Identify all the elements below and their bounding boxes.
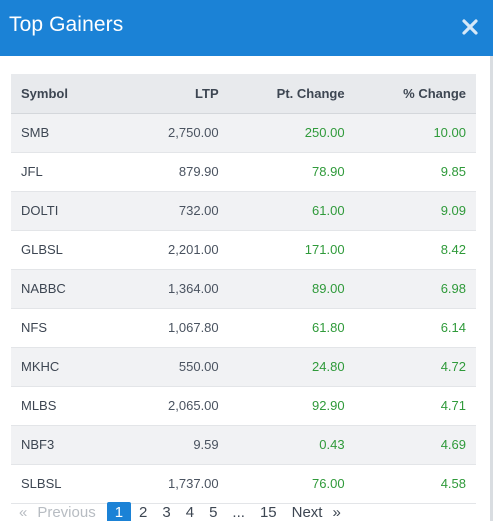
cell-pct-change: 8.42: [354, 230, 476, 270]
table-row[interactable]: NABBC 1,364.00 89.00 6.98: [11, 269, 476, 309]
previous-page-button[interactable]: « Previous: [11, 502, 106, 521]
cell-symbol[interactable]: NFS: [11, 308, 108, 348]
modal-right-edge: [490, 56, 493, 521]
cell-symbol[interactable]: SLBSL: [11, 464, 108, 504]
cell-pct-change: 4.72: [354, 347, 476, 387]
cell-ltp: 2,065.00: [107, 386, 229, 426]
close-icon[interactable]: [460, 17, 480, 37]
page-1-button[interactable]: 1: [106, 502, 132, 521]
modal-title: Top Gainers: [9, 13, 124, 36]
cell-ltp: 550.00: [107, 347, 229, 387]
cell-ltp: 879.90: [107, 152, 229, 192]
pagination: « Previous 1 2 3 4 5... 15 Next »: [11, 502, 349, 521]
cell-pt-change: 24.80: [228, 347, 355, 387]
modal-header: Top Gainers: [0, 0, 493, 56]
page-links: 1 2 3 4 5... 15: [106, 502, 285, 521]
cell-pt-change: 0.43: [228, 425, 355, 465]
cell-symbol[interactable]: JFL: [11, 152, 108, 192]
gainers-table-container: Symbol LTP Pt. Change % Change SMB 2,750.…: [11, 74, 476, 504]
cell-pct-change: 6.14: [354, 308, 476, 348]
cell-pct-change: 9.85: [354, 152, 476, 192]
cell-pt-change: 250.00: [228, 113, 355, 153]
cell-symbol[interactable]: SMB: [11, 113, 108, 153]
cell-symbol[interactable]: DOLTI: [11, 191, 108, 231]
cell-pct-change: 9.09: [354, 191, 476, 231]
cell-ltp: 1,364.00: [107, 269, 229, 309]
cell-ltp: 9.59: [107, 425, 229, 465]
cell-pt-change: 61.80: [228, 308, 355, 348]
next-page-button[interactable]: Next »: [285, 502, 348, 521]
table-header-row: Symbol LTP Pt. Change % Change: [11, 74, 476, 114]
table-row[interactable]: SLBSL 1,737.00 76.00 4.58: [11, 464, 476, 504]
cell-ltp: 1,737.00: [107, 464, 229, 504]
page-4-button[interactable]: 4: [185, 504, 195, 521]
header-symbol[interactable]: Symbol: [11, 74, 108, 114]
cell-pct-change: 4.71: [354, 386, 476, 426]
cell-pct-change: 4.58: [354, 464, 476, 504]
cell-symbol[interactable]: NBF3: [11, 425, 108, 465]
cell-pt-change: 61.00: [228, 191, 355, 231]
cell-pt-change: 78.90: [228, 152, 355, 192]
next-label: Next: [291, 504, 323, 521]
cell-pt-change: 171.00: [228, 230, 355, 270]
table-row[interactable]: MKHC 550.00 24.80 4.72: [11, 347, 476, 387]
page-5-button[interactable]: 5: [209, 504, 218, 521]
page-3-button[interactable]: 3: [162, 504, 171, 521]
table-row[interactable]: NBF3 9.59 0.43 4.69: [11, 425, 476, 465]
table-row[interactable]: SMB 2,750.00 250.00 10.00: [11, 113, 476, 153]
page-2-button[interactable]: 2: [139, 504, 148, 521]
cell-pct-change: 6.98: [354, 269, 476, 309]
header-ltp[interactable]: LTP: [107, 74, 229, 114]
cell-pt-change: 89.00: [228, 269, 355, 309]
cell-ltp: 2,201.00: [107, 230, 229, 270]
table-row[interactable]: MLBS 2,065.00 92.90 4.71: [11, 386, 476, 426]
table-row[interactable]: NFS 1,067.80 61.80 6.14: [11, 308, 476, 348]
cell-symbol[interactable]: NABBC: [11, 269, 108, 309]
page-15-button[interactable]: 15: [259, 504, 277, 521]
cell-symbol[interactable]: MLBS: [11, 386, 108, 426]
cell-ltp: 732.00: [107, 191, 229, 231]
gainers-table: Symbol LTP Pt. Change % Change SMB 2,750.…: [11, 74, 476, 504]
cell-pct-change: 10.00: [354, 113, 476, 153]
next-arrow-icon: »: [332, 504, 341, 521]
cell-pct-change: 4.69: [354, 425, 476, 465]
table-row[interactable]: JFL 879.90 78.90 9.85: [11, 152, 476, 192]
cell-symbol[interactable]: MKHC: [11, 347, 108, 387]
cell-symbol[interactable]: GLBSL: [11, 230, 108, 270]
cell-pt-change: 76.00: [228, 464, 355, 504]
previous-label: Previous: [37, 504, 96, 521]
table-body: SMB 2,750.00 250.00 10.00 JFL 879.90 78.90 9.85…: [11, 113, 476, 504]
cell-ltp: 2,750.00: [107, 113, 229, 153]
previous-arrow-icon: «: [19, 504, 28, 521]
header-pct-change[interactable]: % Change: [354, 74, 476, 114]
header-pt-change[interactable]: Pt. Change: [228, 74, 355, 114]
cell-pt-change: 92.90: [228, 386, 355, 426]
page-ellipsis: ...: [232, 504, 245, 521]
table-row[interactable]: GLBSL 2,201.00 171.00 8.42: [11, 230, 476, 270]
table-row[interactable]: DOLTI 732.00 61.00 9.09: [11, 191, 476, 231]
cell-ltp: 1,067.80: [107, 308, 229, 348]
